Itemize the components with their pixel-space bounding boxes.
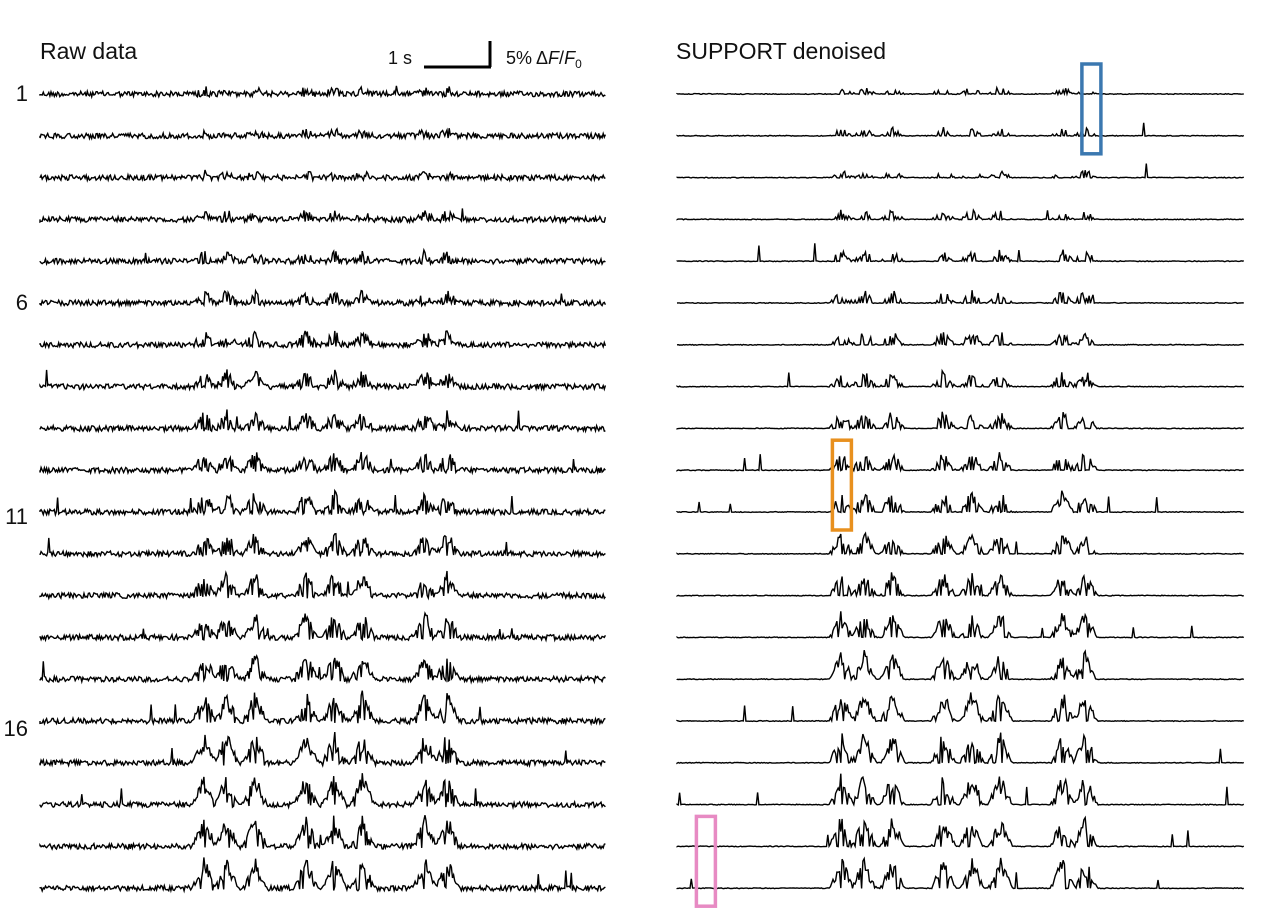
- raw-traces: [39, 85, 607, 894]
- denoised-trace-2: [676, 122, 1245, 139]
- denoised-trace-1: [676, 85, 1244, 97]
- raw-trace-17: [39, 732, 606, 769]
- denoised-trace-5: [676, 243, 1244, 264]
- scale-amp-slash: /: [559, 48, 565, 68]
- raw-trace-1: [39, 85, 606, 100]
- denoised-trace-17: [676, 732, 1244, 765]
- row-label-1: 1: [15, 81, 28, 106]
- denoised-traces: [676, 85, 1245, 891]
- scale-bar: [424, 41, 492, 69]
- scale-time-label: 1 s: [388, 48, 413, 68]
- denoised-trace-8: [676, 368, 1245, 390]
- denoised-trace-9: [676, 411, 1244, 432]
- scale-amp-sub: 0: [575, 57, 582, 71]
- denoised-trace-16: [676, 692, 1244, 724]
- raw-trace-5: [39, 247, 606, 267]
- denoised-trace-20: [676, 856, 1244, 891]
- raw-trace-15: [39, 653, 606, 685]
- scale-amp-f0: F: [564, 48, 576, 68]
- highlight-boxes: [694, 62, 1103, 908]
- raw-trace-19: [39, 815, 606, 852]
- denoised-trace-12: [676, 531, 1244, 557]
- raw-trace-10: [39, 451, 606, 476]
- raw-trace-3: [39, 169, 606, 183]
- raw-trace-7: [39, 330, 607, 350]
- raw-trace-6: [39, 288, 607, 309]
- raw-panel-title: Raw data: [40, 38, 138, 64]
- denoised-trace-14: [676, 611, 1245, 640]
- row-label-11: 11: [5, 504, 28, 529]
- raw-trace-12: [39, 532, 606, 559]
- raw-trace-13: [39, 570, 606, 601]
- denoised-trace-6: [676, 290, 1244, 306]
- raw-trace-16: [39, 690, 606, 727]
- denoised-trace-7: [676, 332, 1244, 347]
- raw-trace-2: [39, 127, 607, 141]
- raw-trace-14: [39, 611, 607, 643]
- scale-amp-prefix: 5% Δ: [506, 48, 549, 68]
- denoised-trace-3: [676, 163, 1245, 180]
- raw-trace-8: [39, 369, 607, 392]
- row-label-6: 6: [15, 290, 28, 315]
- denoised-trace-13: [676, 572, 1244, 599]
- raw-trace-4: [39, 208, 607, 225]
- raw-trace-18: [39, 773, 606, 811]
- raw-trace-20: [39, 857, 606, 894]
- scale-amp-label: 5% ΔF/F0: [506, 48, 582, 71]
- denoised-trace-15: [676, 649, 1245, 682]
- raw-trace-9: [39, 409, 606, 434]
- raw-trace-11: [39, 488, 606, 518]
- denoised-trace-10: [676, 452, 1244, 473]
- highlight-box-1: [1080, 62, 1103, 156]
- denoised-trace-18: [676, 773, 1245, 807]
- highlight-box-3: [694, 814, 718, 908]
- highlight-box-2: [830, 438, 854, 532]
- scale-amp-f: F: [548, 48, 560, 68]
- denoised-trace-4: [676, 208, 1244, 223]
- row-label-16: 16: [3, 716, 28, 741]
- denoised-trace-19: [676, 815, 1245, 850]
- denoised-panel-title: SUPPORT denoised: [676, 38, 887, 64]
- denoised-trace-11: [676, 490, 1244, 515]
